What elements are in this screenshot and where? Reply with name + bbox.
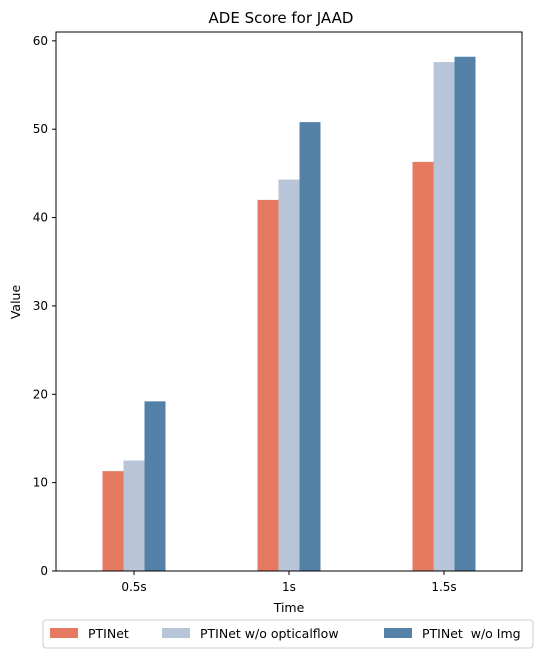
legend-swatch (50, 628, 78, 638)
legend-frame (42, 619, 534, 649)
y-tick-label: 50 (33, 122, 48, 136)
y-tick-label: 30 (33, 299, 48, 313)
legend: PTINet PTINet w/o opticalflow PTINet w/o I… (42, 619, 534, 649)
legend-label: PTINet w/o opticalflow (200, 626, 339, 641)
legend-swatch (162, 628, 190, 638)
bar-ptinet-w-o-img-1s (299, 122, 321, 571)
y-axis: 0 10 20 30 40 50 60 (33, 34, 56, 578)
bar-ptinet-w-o-img-0-5s (144, 401, 166, 571)
y-tick-label: 10 (33, 476, 48, 490)
y-tick-label: 0 (40, 564, 48, 578)
x-axis: 0.5s 1s 1.5s (121, 571, 457, 594)
y-axis-label: Value (8, 285, 23, 320)
x-tick-label: 0.5s (121, 580, 146, 594)
y-tick-label: 60 (33, 34, 48, 48)
bar-ptinet-w-o-opticalflow-1-5s (433, 62, 455, 571)
bar-ptinet-w-o-img-1-5s (454, 56, 476, 572)
legend-swatch (384, 628, 412, 638)
bar-ptinet-1s (257, 199, 279, 571)
x-tick-label: 1s (282, 580, 296, 594)
chart-title: ADE Score for JAAD (209, 9, 354, 27)
legend-label: PTINet w/o Img (422, 626, 521, 641)
x-tick-label: 1.5s (431, 580, 456, 594)
bar-ptinet-w-o-opticalflow-1s (278, 179, 300, 571)
legend-label: PTINet (88, 626, 129, 641)
y-tick-label: 40 (33, 211, 48, 225)
x-axis-label: Time (273, 600, 305, 615)
y-tick-label: 20 (33, 387, 48, 401)
bars-group (102, 56, 476, 572)
legend-items: PTINet PTINet w/o opticalflow PTINet w/o I… (50, 626, 521, 641)
bar-ptinet-w-o-opticalflow-0-5s (123, 460, 145, 571)
bar-ptinet-0-5s (102, 471, 124, 571)
bar-ptinet-1-5s (412, 161, 434, 571)
